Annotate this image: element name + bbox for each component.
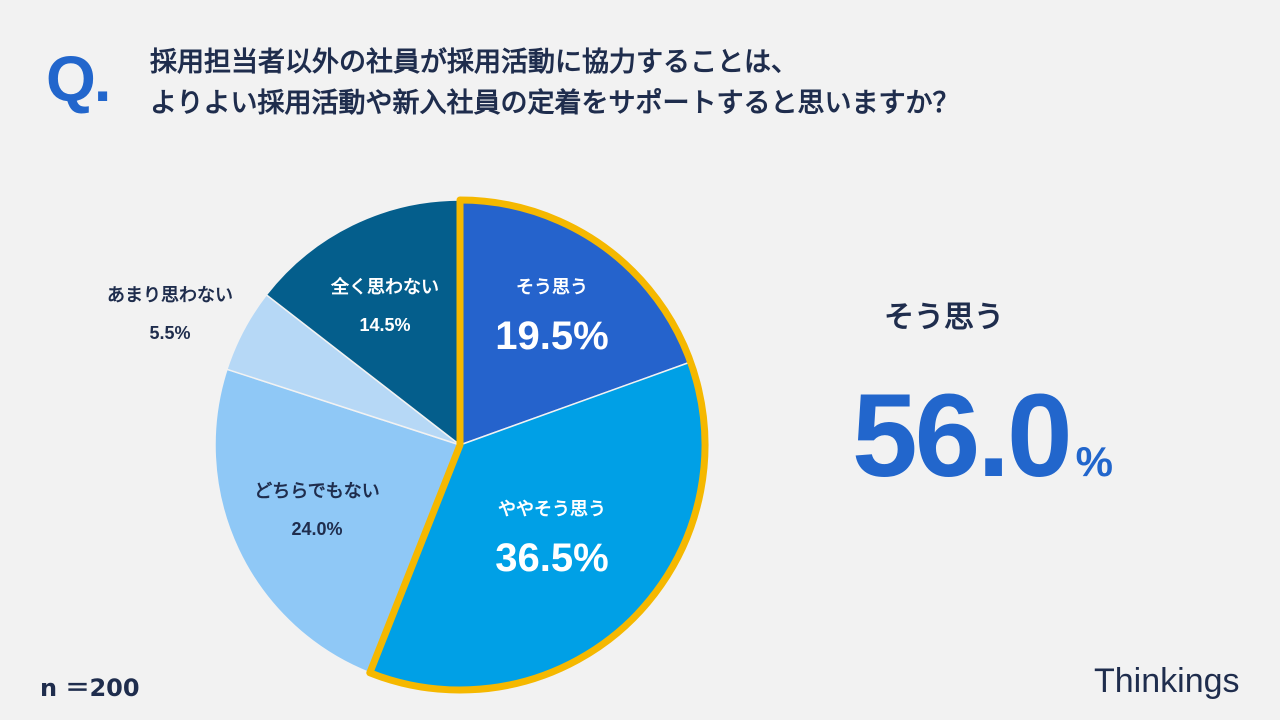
slice-label: どちらでもない <box>254 481 379 502</box>
slice-value-label: 36.5% <box>495 536 608 580</box>
question-line-2: よりよい採用活動や新入社員の定着をサポートすると思いますか？ <box>150 88 960 119</box>
summary-unit: % <box>1075 438 1114 485</box>
slice-value-label: 19.5% <box>495 314 608 358</box>
slice-value-label: 14.5% <box>359 315 410 335</box>
question-text: 採用担当者以外の社員が採用活動に協力することは、 よりよい採用活動や新入社員の定… <box>150 42 959 124</box>
slice-value-label: 24.0% <box>291 519 342 539</box>
slice-label: あまり思わない <box>107 285 233 306</box>
brand-logo: Thinkings <box>1094 662 1240 700</box>
sample-size: n ＝200 <box>40 674 140 702</box>
summary-value: 56.0% <box>852 368 1113 504</box>
slice-label: そう思う <box>516 277 588 298</box>
pie-slice <box>265 199 461 447</box>
question-mark: Q. <box>46 43 112 115</box>
summary-label: そう思う <box>884 300 1004 335</box>
slice-label: 全く思わない <box>330 276 439 298</box>
slice-label: ややそう思う <box>498 499 606 520</box>
highlight-outline <box>366 196 709 694</box>
slice-value-label: 5.5% <box>149 323 190 343</box>
summary-number: 56.0 <box>852 370 1073 502</box>
question-line-1: 採用担当者以外の社員が採用活動に協力することは、 <box>150 47 798 78</box>
